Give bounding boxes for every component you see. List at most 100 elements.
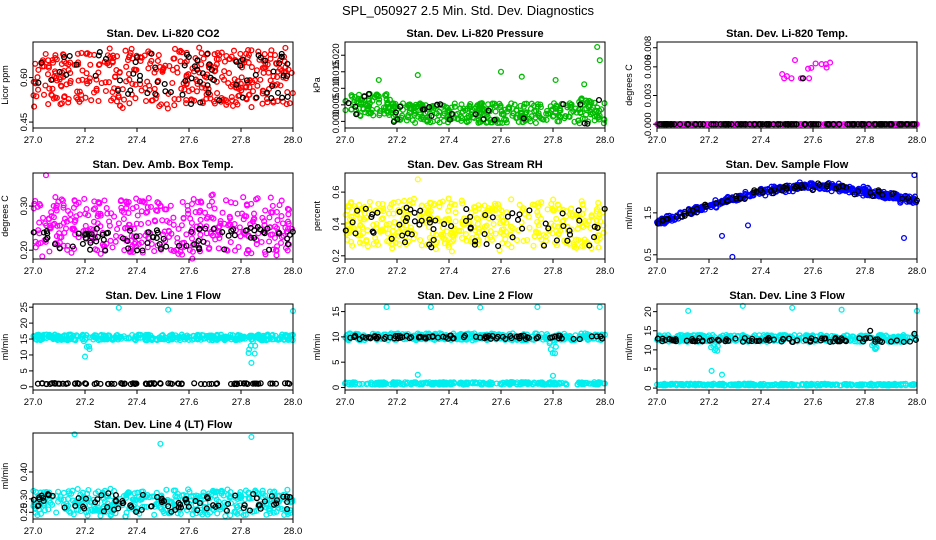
data-point [243, 83, 250, 90]
data-point [91, 198, 98, 205]
data-point [124, 57, 132, 64]
data-point [483, 222, 490, 229]
data-point [273, 247, 280, 254]
data-point [193, 88, 201, 95]
data-point [435, 217, 442, 225]
data-point [595, 96, 603, 104]
data-point [692, 121, 700, 128]
y-axis-label: degrees C [0, 195, 10, 237]
x-tick-label: 27.0 [24, 266, 43, 277]
data-point [133, 247, 141, 254]
data-point [278, 53, 285, 61]
data-point [593, 217, 600, 224]
data-point [262, 57, 269, 64]
data-point [204, 213, 211, 221]
panel-title: Stan. Dev. Gas Stream RH [407, 159, 543, 171]
data-point [445, 207, 452, 214]
x-tick-label: 27.8 [232, 135, 251, 146]
data-point [255, 48, 262, 55]
data-point [217, 217, 224, 225]
data-point [187, 215, 194, 222]
data-point [375, 99, 383, 106]
data-point [262, 207, 269, 214]
data-point [123, 78, 130, 85]
data-point [596, 303, 603, 311]
data-point [97, 210, 104, 217]
data-point [241, 212, 248, 220]
x-tick-label: 27.0 [336, 397, 355, 408]
data-point [534, 200, 542, 207]
data-point [288, 69, 295, 76]
data-point [257, 76, 264, 83]
data-point [555, 201, 562, 209]
data-point [537, 215, 545, 222]
data-point [357, 222, 364, 229]
data-point [183, 100, 190, 107]
y-axis-label: ml/min [624, 203, 634, 230]
data-point [400, 205, 407, 212]
data-point [196, 225, 203, 232]
data-point [194, 199, 201, 206]
data-point [374, 209, 381, 216]
data-point [244, 54, 251, 61]
data-point [477, 304, 484, 311]
data-point [188, 75, 195, 82]
data-point [788, 75, 795, 82]
data-point [174, 234, 181, 242]
data-point [151, 85, 158, 92]
data-point [254, 223, 261, 231]
data-point [593, 208, 600, 215]
data-point [514, 216, 522, 223]
y-tick-label: 0.2 [331, 249, 342, 262]
data-point [284, 218, 292, 225]
data-point [123, 63, 130, 70]
data-point [348, 200, 355, 207]
data-point [240, 194, 247, 201]
data-point [472, 238, 479, 245]
data-point [594, 224, 601, 231]
data-point [167, 89, 174, 96]
points [342, 43, 608, 127]
x-tick-label: 27.2 [388, 397, 407, 408]
data-point [177, 47, 184, 54]
data-point [710, 121, 717, 128]
data-point [51, 73, 58, 80]
data-point [408, 231, 415, 238]
data-point [492, 108, 499, 115]
data-point [87, 239, 94, 246]
data-point [412, 119, 419, 126]
data-point [426, 219, 433, 226]
points [654, 302, 921, 389]
data-point [239, 56, 246, 63]
data-point [500, 111, 507, 118]
data-point [595, 244, 602, 251]
data-point [406, 101, 413, 108]
data-point [575, 117, 582, 124]
data-point [548, 200, 555, 208]
data-point [119, 86, 126, 93]
data-point [56, 245, 63, 252]
data-point [33, 93, 40, 100]
data-point [219, 209, 226, 216]
data-point [248, 250, 255, 257]
data-point [117, 102, 124, 109]
data-point [555, 118, 563, 125]
data-point [279, 220, 286, 227]
x-tick-label: 27.2 [76, 135, 95, 146]
data-point [274, 217, 281, 224]
data-point [232, 84, 240, 91]
data-point [520, 115, 527, 122]
y-tick-label: 0.000 [331, 109, 342, 133]
data-point [549, 372, 557, 379]
data-point [197, 216, 204, 223]
data-point [115, 220, 122, 227]
y-tick-label: 0.015 [331, 60, 342, 84]
data-point [88, 97, 95, 104]
data-point [103, 230, 110, 237]
data-point [552, 76, 559, 84]
data-point [215, 245, 222, 252]
plot-frame [344, 41, 606, 129]
data-point [663, 121, 670, 128]
data-point [251, 350, 258, 357]
